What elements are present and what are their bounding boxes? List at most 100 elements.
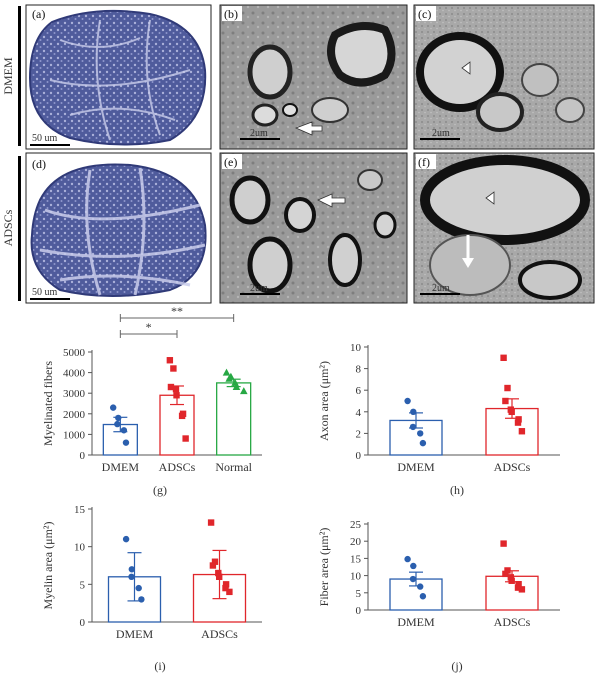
- data-point: [502, 397, 509, 405]
- data-point: [178, 412, 186, 420]
- significance-label: *: [146, 320, 152, 334]
- data-point: [222, 368, 231, 376]
- y-tick-label: 5: [80, 579, 86, 591]
- panel-e-micrograph: [219, 152, 408, 304]
- y-tick-label: 1000: [63, 429, 86, 441]
- panel-e-scale: 2um: [250, 283, 268, 294]
- significance-bracket: **: [119, 304, 235, 322]
- y-tick-label: 20: [350, 536, 362, 548]
- panel-b-letter: (b): [224, 7, 238, 21]
- data-point: [115, 414, 122, 422]
- y-axis-label: Myelin area (μm²): [41, 522, 55, 610]
- category-label: ADSCs: [159, 460, 196, 474]
- data-point: [172, 385, 180, 393]
- panel-i-letter: (i): [154, 659, 165, 673]
- y-tick-label: 3000: [63, 388, 86, 400]
- data-point: [507, 574, 514, 581]
- panel-d-letter: (d): [32, 157, 46, 171]
- y-tick-label: 10: [350, 342, 362, 354]
- panel-a-letter: (a): [32, 7, 45, 21]
- data-point: [404, 555, 411, 563]
- data-point: [515, 416, 522, 423]
- category-label: DMEM: [397, 460, 435, 474]
- data-point: [211, 558, 219, 565]
- data-point: [122, 535, 130, 543]
- data-point: [232, 383, 241, 391]
- y-tick-label: 0: [356, 450, 362, 462]
- data-point: [419, 593, 427, 600]
- panel-f-micrograph: [413, 152, 595, 304]
- panel-b-letter-bg: [222, 6, 242, 21]
- y-tick-label: 0: [356, 605, 362, 617]
- row-label-dmem: DMEM: [1, 57, 15, 95]
- data-point: [226, 588, 233, 596]
- chart-axon-area: 0 2 4 6 8 10 Axon area (μm²) DMEM ADSCs: [317, 342, 560, 474]
- chart-fiber-area: 0 5 10 15 20 25 Fiber area (μm²) DMEM ADSCs: [317, 519, 560, 629]
- y-tick-label: 0: [80, 617, 86, 629]
- panel-f-letter-bg: [416, 154, 436, 169]
- data-point: [504, 567, 511, 574]
- y-axis-label: Myelinated fibers: [41, 361, 55, 446]
- data-point: [182, 435, 189, 442]
- data-point: [207, 519, 215, 526]
- data-point: [417, 583, 424, 590]
- category-label: Normal: [215, 460, 252, 474]
- y-tick-label: 5: [356, 588, 362, 600]
- y-tick-label: 15: [350, 553, 362, 565]
- panel-c-micrograph: [413, 4, 595, 150]
- data-point: [508, 408, 515, 415]
- data-point: [135, 584, 142, 592]
- chart-myelin-area: 0 5 10 15 Myelin area (μm²) DMEM ADSCs: [41, 504, 262, 641]
- data-point: [419, 439, 427, 447]
- data-point: [500, 540, 507, 547]
- data-point: [173, 392, 180, 399]
- y-tick-label: 4000: [63, 368, 86, 380]
- y-tick-label: 8: [356, 364, 362, 376]
- data-point: [518, 586, 526, 593]
- y-tick-label: 4: [356, 407, 362, 419]
- panel-b-scale: 2um: [250, 128, 268, 139]
- data-point: [170, 365, 177, 372]
- panel-f-scale: 2um: [432, 283, 450, 294]
- y-tick-label: 10: [74, 542, 86, 554]
- data-point: [109, 404, 117, 411]
- data-point: [515, 581, 522, 588]
- y-tick-label: 10: [350, 571, 362, 583]
- category-label: ADSCs: [494, 615, 531, 629]
- panel-e-letter-bg: [222, 154, 242, 169]
- y-tick-label: 6: [356, 385, 362, 397]
- data-point: [215, 569, 222, 577]
- data-point: [114, 420, 121, 428]
- data-point: [166, 357, 174, 364]
- category-label: DMEM: [116, 627, 154, 641]
- panel-d-scale: 50 um: [32, 287, 58, 298]
- y-tick-label: 2000: [63, 409, 86, 421]
- data-point: [222, 584, 229, 592]
- row-bar-adscs: [18, 156, 21, 301]
- y-axis-label: Fiber area (μm²): [317, 528, 331, 607]
- data-point: [514, 419, 522, 426]
- panel-j-letter: (j): [451, 659, 462, 673]
- significance-bracket: *: [119, 320, 178, 338]
- data-point: [222, 581, 230, 588]
- data-point: [122, 439, 130, 446]
- panel-c-letter-bg: [416, 6, 436, 21]
- chart-myelinated-fibers: 0 1000 2000 3000 4000 5000 Myelinated fibers DM…: [41, 304, 262, 474]
- panel-h-letter: (h): [450, 483, 464, 497]
- y-tick-label: 15: [74, 504, 86, 516]
- data-point: [120, 427, 128, 434]
- panel-c-letter: (c): [418, 7, 431, 21]
- category-label: ADSCs: [494, 460, 531, 474]
- panel-b-micrograph: [219, 4, 408, 150]
- significance-label: **: [171, 304, 183, 318]
- category-label: DMEM: [102, 460, 140, 474]
- panel-d-histology: [25, 152, 212, 304]
- data-point: [216, 573, 223, 580]
- data-point: [167, 383, 175, 391]
- data-point: [410, 408, 417, 415]
- data-point: [417, 430, 424, 437]
- data-point: [502, 570, 509, 578]
- data-point: [209, 562, 217, 569]
- y-tick-label: 2: [356, 428, 362, 440]
- data-point: [518, 428, 526, 435]
